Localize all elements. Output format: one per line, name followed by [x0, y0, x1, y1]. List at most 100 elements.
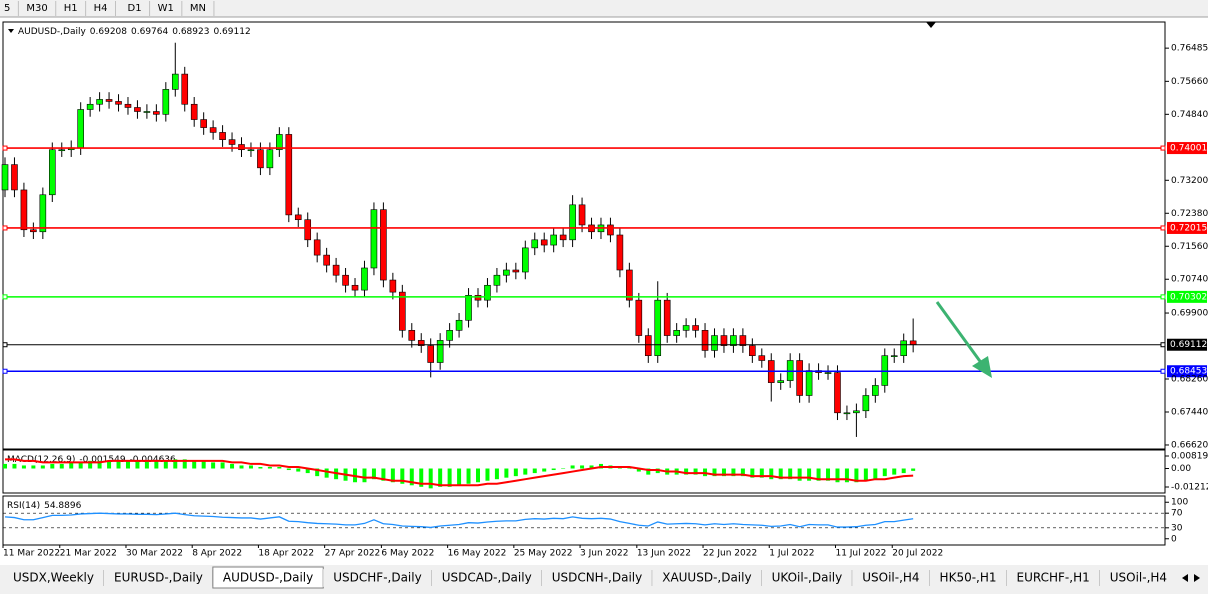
macd-bar [447, 468, 452, 487]
candle-body [209, 127, 217, 133]
level-handle[interactable] [2, 368, 8, 374]
macd-bar [570, 465, 575, 469]
tab[interactable] [3, 569, 104, 587]
candle-body [834, 372, 841, 414]
tab[interactable] [1006, 569, 1100, 587]
macd-bar [854, 468, 859, 483]
y-tick-label: 0.68260 [1171, 375, 1208, 385]
candle-body [351, 284, 359, 291]
candle-body [843, 412, 851, 415]
tab-label[interactable]: USDCHF-,Daily [333, 571, 421, 585]
tab-label[interactable]: USOil-,H4 [862, 571, 919, 585]
tab-label[interactable]: USDX,Weekly [13, 571, 94, 585]
level-handle[interactable] [1160, 294, 1166, 300]
candle-body [181, 73, 189, 105]
macd-bar [769, 468, 774, 480]
candle-body [540, 239, 548, 246]
tab-label[interactable]: HK50-,H1 [940, 571, 997, 585]
candle-body [758, 355, 766, 361]
tab[interactable] [431, 569, 542, 587]
level-label-bg [1167, 365, 1207, 378]
x-tick-label: 20 Jul 2022 [892, 549, 943, 559]
tab-label[interactable]: USDCNH-,Daily [552, 571, 643, 585]
candle-body [276, 134, 283, 151]
tab[interactable] [929, 569, 1007, 587]
macd-signal [5, 458, 914, 487]
tab-label[interactable]: USDCAD-,Daily [442, 571, 532, 585]
macd-bar [892, 468, 897, 475]
tab[interactable] [323, 569, 432, 587]
candle-body [644, 335, 652, 356]
macd-bar [844, 468, 849, 483]
candle-body [701, 330, 709, 351]
level-handle[interactable] [2, 145, 8, 151]
tab[interactable] [852, 569, 930, 587]
arrow-head [972, 356, 992, 378]
macd-bar [457, 468, 462, 486]
tab[interactable] [761, 569, 853, 587]
timeframe-button[interactable]: D1 [128, 3, 142, 14]
level-label: 0.68453 [1170, 367, 1207, 377]
chart-header: AUDUSD-,Daily 0.69208 0.69764 0.68923 0.6911… [18, 27, 251, 37]
x-tick-label: 16 May 2022 [448, 549, 507, 559]
tabs: USDX,Weekly EURUSD-,Daily AUDUSD-,Daily USD… [3, 566, 1178, 589]
candle-body [663, 299, 671, 336]
macd-bar [589, 465, 594, 469]
timeframe-button[interactable]: 5 [4, 3, 10, 14]
level-handle[interactable] [2, 294, 8, 300]
x-tick-label: 3 Jun 2022 [580, 549, 628, 559]
y-tick-label: 30 [1171, 523, 1183, 533]
level-label-bg [1167, 142, 1207, 155]
candle-body [332, 264, 340, 276]
candle-body [853, 410, 860, 414]
macd-bar [173, 459, 178, 469]
y-tick-label: 0.00 [1171, 464, 1191, 474]
y-tick-label: -0.012121 [1171, 483, 1208, 493]
macd-bar [116, 460, 121, 469]
level-handle[interactable] [2, 225, 8, 231]
macd-bar [12, 463, 17, 469]
timeframe-button[interactable]: MN [190, 3, 206, 14]
timeframe-button[interactable]: H1 [64, 3, 78, 14]
rsi-value: 54.8896 [44, 501, 81, 511]
tab-scroll[interactable] [1175, 569, 1207, 587]
tab-label[interactable]: USOil-,H4 [1110, 571, 1167, 585]
tab-label[interactable]: EURCHF-,H1 [1017, 571, 1090, 585]
scroll-right[interactable] [1194, 574, 1200, 582]
level-handle[interactable] [1160, 145, 1166, 151]
y-tick-label: 0 [1171, 534, 1177, 544]
tab[interactable] [652, 569, 762, 587]
timeframe-button[interactable]: H4 [94, 3, 108, 14]
tab-label[interactable]: AUDUSD-,Daily [223, 571, 313, 585]
macd-bar [693, 468, 698, 475]
level-label-bg [1167, 338, 1207, 351]
macd-bar [807, 468, 812, 481]
y-tick-label: 0.71560 [1171, 242, 1208, 252]
tab[interactable] [104, 569, 213, 587]
candle-body [559, 234, 567, 241]
candle-body [512, 269, 520, 273]
level-label-bg [1167, 221, 1207, 234]
level-handle[interactable] [1160, 225, 1166, 231]
tab-label[interactable]: XAUUSD-,Daily [662, 571, 751, 585]
signal-value: -0.004636 [130, 455, 176, 465]
candle-body [266, 149, 274, 169]
macd-bar [362, 468, 367, 483]
tab[interactable] [541, 569, 653, 587]
timeframe-button[interactable]: M30 [26, 3, 47, 14]
tab-label[interactable]: UKOil-,Daily [772, 571, 843, 585]
macd-bar [258, 466, 263, 469]
x-tick-label: 27 Apr 2022 [325, 549, 381, 559]
level-handle[interactable] [2, 342, 8, 348]
candle-body [890, 355, 898, 357]
level-handle[interactable] [1160, 342, 1166, 348]
macd-bar [239, 465, 244, 469]
candle-body [20, 189, 28, 231]
x-tick-label: 25 May 2022 [514, 549, 573, 559]
timeframe-button[interactable]: W1 [158, 3, 174, 14]
tab[interactable] [1099, 569, 1178, 587]
scroll-left[interactable] [1182, 574, 1188, 582]
tab-label[interactable]: EURUSD-,Daily [114, 571, 203, 585]
macd-bar [826, 468, 831, 481]
level-handle[interactable] [1160, 368, 1166, 374]
